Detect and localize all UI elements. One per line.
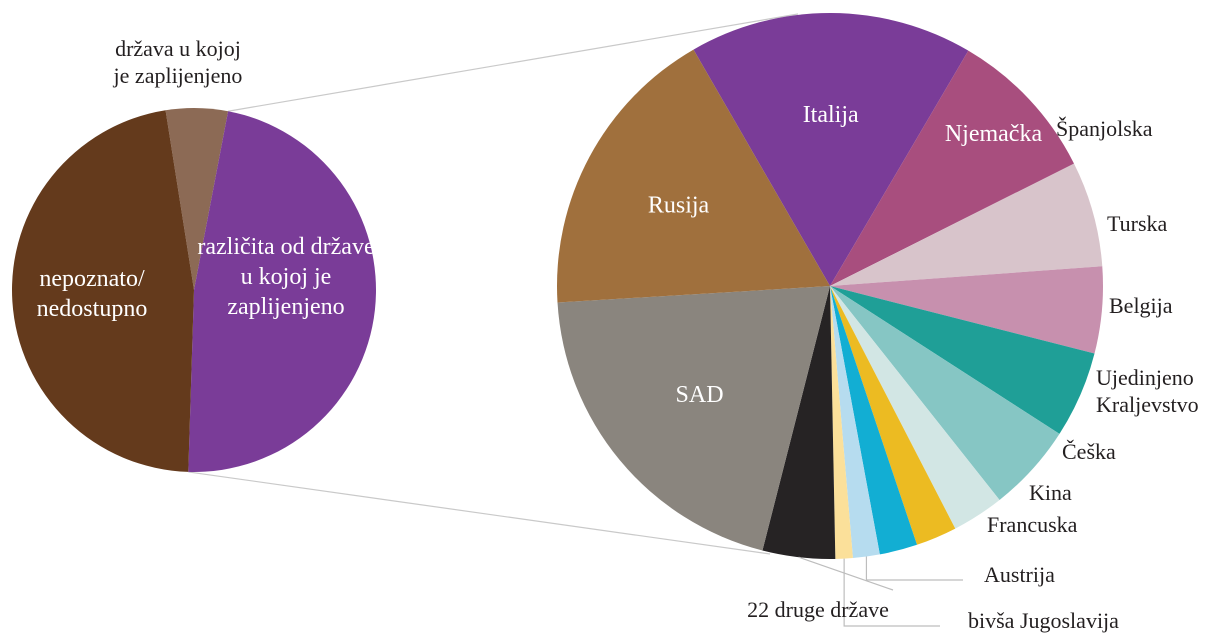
- label-francuska: Francuska: [987, 512, 1078, 537]
- label-austrija: Austrija: [984, 562, 1055, 587]
- connector-lines: [188, 13, 799, 555]
- right-slice-njemacka: [830, 50, 1075, 286]
- label-razlicita-od-drzave-u-kojoj-je-zaplijenjeno: različita od države u kojoj je zaplijenjen…: [197, 234, 374, 320]
- right-slice-spanjolska: [830, 163, 1103, 286]
- label-drzava-u-kojoj-je-zaplijenjeno: država u kojoj je zaplijenjeno: [113, 36, 243, 88]
- right-slice-italija: [693, 12, 969, 286]
- right-slice-ceska: [830, 286, 1000, 529]
- right-slice-austrija: [830, 286, 880, 559]
- left-slice-drzava-u-kojoj-je-zaplijenjeno: [165, 108, 229, 291]
- label-bivsa-jugoslavija: bivša Jugoslavija: [968, 608, 1119, 633]
- connector-line-bottom: [188, 471, 771, 555]
- label-spanjolska: Španjolska: [1056, 116, 1153, 141]
- label-belgija: Belgija: [1109, 293, 1173, 318]
- right-slice-bivsa-jugoslavija: [830, 286, 853, 559]
- label-rusija: Rusija: [648, 193, 710, 219]
- right-slice-sad: [557, 286, 830, 551]
- label-nepoznato-nedostupno: nepoznato/nedostupno: [37, 266, 148, 322]
- labels: država u kojoj je zaplijenjeno različita o…: [37, 36, 1199, 633]
- label-kina: Kina: [1029, 480, 1072, 505]
- label-ujedinjeno-kraljevstvo: Ujedinjeno Kraljevstvo: [1096, 365, 1199, 417]
- connector-line-top: [228, 13, 799, 112]
- right-slice-turska: [830, 266, 1103, 354]
- label-ceska: Češka: [1062, 439, 1116, 464]
- pie-right: [557, 12, 1103, 559]
- right-slice-22-druge-drzave: [762, 286, 836, 559]
- right-slice-francuska: [830, 286, 917, 555]
- label-italija: Italija: [803, 102, 859, 128]
- leader-lines: [798, 556, 963, 627]
- right-slice-belgija: [830, 286, 1095, 434]
- label-turska: Turska: [1107, 211, 1168, 236]
- left-slice-razlicita-od-drzave-u-kojoj-je-zaplijenjeno: [188, 111, 377, 472]
- label-njemacka: Njemačka: [945, 121, 1043, 147]
- leader-bivsa-jugoslavija: [843, 558, 940, 627]
- pie-left: [11, 108, 377, 472]
- left-slice-nepoznato-nedostupno: [11, 110, 195, 472]
- leader-22-druge-drzave: [798, 556, 894, 591]
- label-sad: SAD: [676, 382, 724, 408]
- right-slice-kina: [830, 286, 956, 545]
- right-slice-ujedinjeno-kraljevstvo: [830, 286, 1060, 500]
- label-22-druge-drzave: 22 druge države: [747, 597, 889, 622]
- right-slice-rusija: [557, 49, 830, 303]
- leader-austrija: [865, 556, 963, 581]
